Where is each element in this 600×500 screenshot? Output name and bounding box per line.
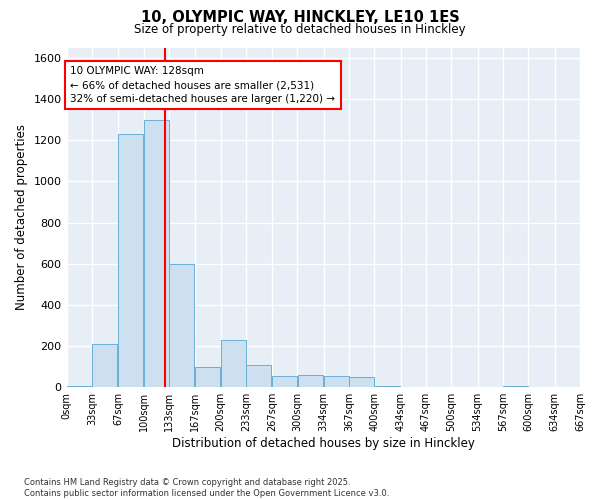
Text: 10, OLYMPIC WAY, HINCKLEY, LE10 1ES: 10, OLYMPIC WAY, HINCKLEY, LE10 1ES xyxy=(140,10,460,25)
X-axis label: Distribution of detached houses by size in Hinckley: Distribution of detached houses by size … xyxy=(172,437,475,450)
Text: 10 OLYMPIC WAY: 128sqm
← 66% of detached houses are smaller (2,531)
32% of semi-: 10 OLYMPIC WAY: 128sqm ← 66% of detached… xyxy=(70,66,335,104)
Bar xyxy=(92,344,117,387)
Bar xyxy=(195,366,220,387)
Bar xyxy=(246,364,271,387)
Bar xyxy=(503,386,529,387)
Y-axis label: Number of detached properties: Number of detached properties xyxy=(15,124,28,310)
Bar xyxy=(298,375,323,387)
Bar xyxy=(169,264,194,387)
Bar xyxy=(221,340,246,387)
Bar xyxy=(374,386,400,387)
Bar xyxy=(118,134,143,387)
Bar xyxy=(349,377,374,387)
Text: Size of property relative to detached houses in Hinckley: Size of property relative to detached ho… xyxy=(134,22,466,36)
Bar xyxy=(67,386,92,387)
Bar xyxy=(143,120,169,387)
Bar xyxy=(272,376,298,387)
Bar xyxy=(324,376,349,387)
Text: Contains HM Land Registry data © Crown copyright and database right 2025.
Contai: Contains HM Land Registry data © Crown c… xyxy=(24,478,389,498)
